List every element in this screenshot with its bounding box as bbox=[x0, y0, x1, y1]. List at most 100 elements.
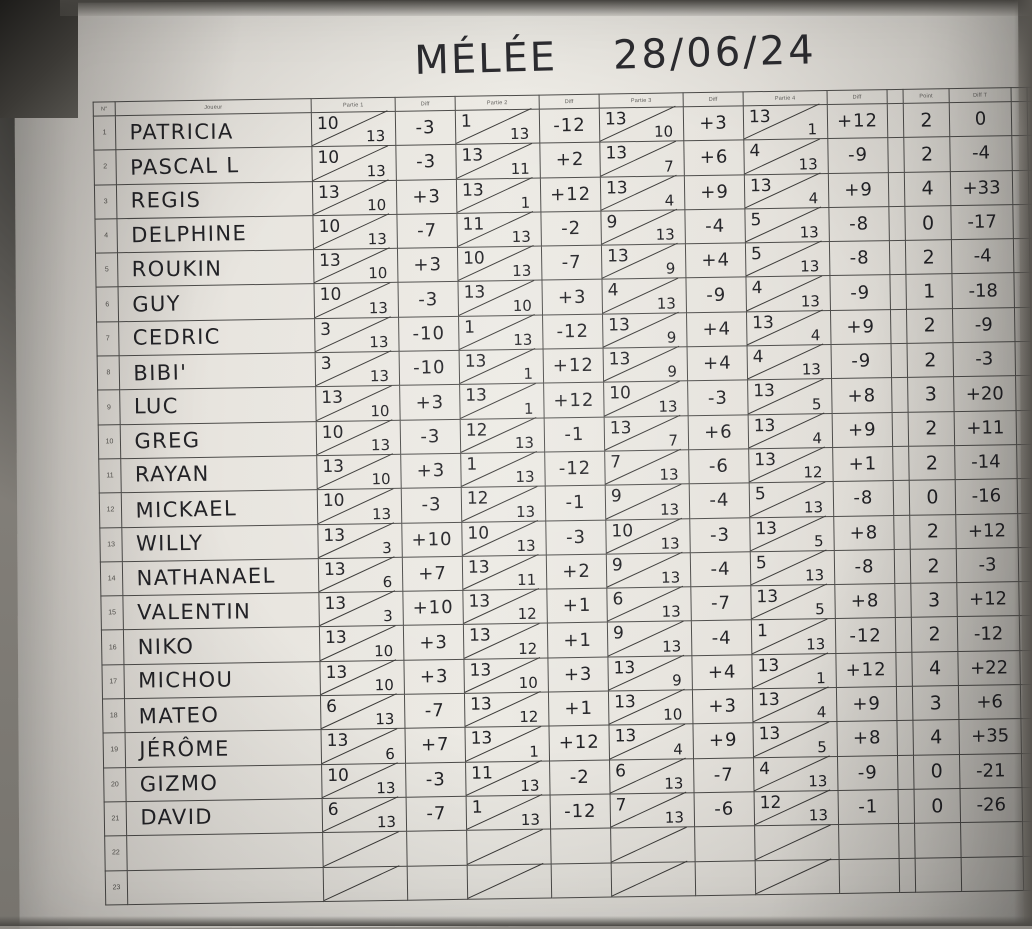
score-partie-2[interactable] bbox=[467, 829, 552, 865]
diff-partie-4[interactable]: +8 bbox=[837, 721, 898, 756]
diff-partie-1[interactable]: +3 bbox=[403, 625, 464, 660]
diff-partie-1[interactable]: -3 bbox=[400, 419, 461, 454]
points-value[interactable]: 2 bbox=[910, 514, 957, 549]
diff-partie-1[interactable]: +3 bbox=[401, 453, 462, 488]
player-name[interactable]: LUC bbox=[120, 388, 316, 424]
points-value[interactable]: 2 bbox=[904, 137, 951, 172]
points-value[interactable] bbox=[915, 823, 962, 858]
player-name[interactable]: GUY bbox=[118, 283, 315, 322]
diff-partie-4[interactable]: +9 bbox=[836, 687, 897, 722]
diff-partie-1[interactable]: -3 bbox=[395, 110, 456, 145]
score-partie-2[interactable] bbox=[467, 864, 552, 900]
diff-partie-2[interactable]: -12 bbox=[545, 451, 606, 486]
diff-partie-4[interactable]: -12 bbox=[835, 618, 896, 653]
diff-partie-3[interactable]: -3 bbox=[690, 517, 751, 552]
diff-partie-4[interactable]: +12 bbox=[836, 652, 897, 687]
points-value[interactable]: 2 bbox=[905, 240, 952, 275]
diff-partie-3[interactable]: -7 bbox=[691, 586, 752, 621]
points-value[interactable]: 2 bbox=[911, 617, 958, 652]
diff-partie-4[interactable]: +8 bbox=[832, 378, 893, 413]
player-name[interactable]: JÉRÔME bbox=[125, 730, 321, 767]
diff-partie-4[interactable]: -9 bbox=[828, 138, 889, 173]
diff-partie-4[interactable]: -8 bbox=[829, 206, 890, 241]
diff-partie-3[interactable]: -6 bbox=[694, 792, 755, 827]
points-value[interactable]: 4 bbox=[913, 720, 960, 755]
diff-total-value[interactable]: +33 bbox=[950, 170, 1013, 205]
diff-total-value[interactable]: +12 bbox=[957, 582, 1020, 617]
player-name[interactable]: MICHOU bbox=[124, 662, 320, 698]
diff-partie-1[interactable]: -10 bbox=[399, 316, 460, 351]
diff-partie-1[interactable]: +7 bbox=[405, 728, 466, 763]
points-value[interactable]: 2 bbox=[909, 446, 956, 481]
diff-partie-3[interactable]: -7 bbox=[694, 757, 755, 792]
diff-partie-1[interactable]: +7 bbox=[402, 556, 463, 591]
diff-total-value[interactable]: -4 bbox=[951, 239, 1014, 274]
diff-partie-3[interactable]: +4 bbox=[687, 346, 748, 381]
diff-partie-4[interactable]: +9 bbox=[828, 172, 889, 207]
diff-partie-4[interactable]: -1 bbox=[838, 789, 899, 824]
diff-partie-1[interactable]: +10 bbox=[402, 522, 463, 557]
points-value[interactable]: 0 bbox=[909, 480, 956, 515]
diff-partie-4[interactable]: -9 bbox=[830, 275, 891, 310]
diff-partie-4[interactable]: +9 bbox=[830, 309, 891, 344]
points-value[interactable]: 3 bbox=[908, 377, 955, 412]
points-value[interactable]: 3 bbox=[911, 583, 958, 618]
diff-partie-4[interactable]: -9 bbox=[831, 344, 892, 379]
diff-partie-3[interactable]: -3 bbox=[688, 380, 749, 415]
score-partie-1[interactable] bbox=[323, 866, 408, 902]
player-name[interactable]: CEDRIC bbox=[119, 319, 315, 356]
player-name[interactable]: MICKAEL bbox=[121, 489, 318, 528]
diff-partie-4[interactable]: +9 bbox=[832, 412, 893, 447]
diff-partie-3[interactable]: +6 bbox=[688, 415, 749, 450]
diff-total-value[interactable]: -14 bbox=[955, 445, 1018, 480]
diff-total-value[interactable]: -12 bbox=[957, 616, 1020, 651]
diff-partie-3[interactable]: +9 bbox=[684, 174, 745, 209]
diff-total-value[interactable]: +22 bbox=[958, 650, 1021, 685]
diff-partie-1[interactable]: +3 bbox=[400, 385, 461, 420]
player-name[interactable]: GIZMO bbox=[125, 764, 322, 803]
diff-partie-2[interactable]: +3 bbox=[542, 280, 603, 315]
points-value[interactable]: 2 bbox=[910, 548, 957, 583]
diff-partie-1[interactable] bbox=[407, 831, 468, 866]
points-value[interactable] bbox=[915, 857, 962, 892]
diff-partie-1[interactable]: -3 bbox=[401, 488, 462, 523]
diff-partie-4[interactable] bbox=[839, 858, 900, 893]
score-partie-4[interactable] bbox=[755, 859, 840, 895]
diff-partie-2[interactable] bbox=[551, 828, 612, 863]
